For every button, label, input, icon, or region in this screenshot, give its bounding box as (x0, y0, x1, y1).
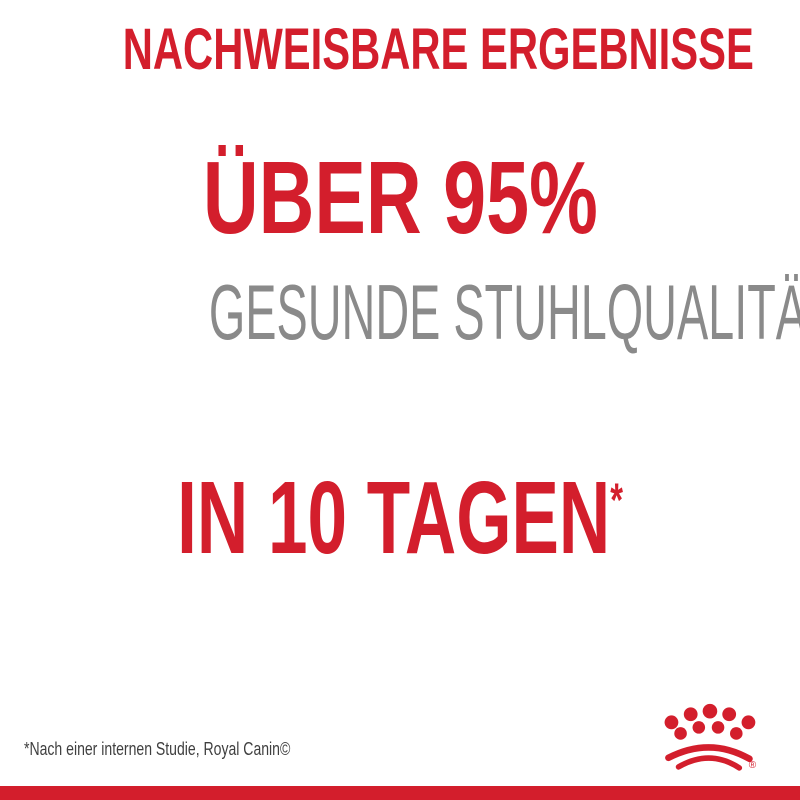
duration-claim-text: IN 10 TAGEN* (177, 466, 623, 569)
crown-arcs (665, 744, 753, 771)
royal-canin-crown-logo: ® (664, 703, 757, 771)
duration-text: IN 10 TAGEN (177, 460, 611, 575)
stat-subject: GESUNDE STUHLQUALITÄT (0, 273, 800, 351)
registered-trademark-icon: ® (749, 760, 757, 771)
footnote: *Nach einer internen Studie, Royal Canin… (24, 740, 365, 758)
duration-claim: IN 10 TAGEN* (0, 466, 800, 569)
crown-dots (664, 703, 756, 740)
stat-subject-text: GESUNDE STUHLQUALITÄT (208, 268, 800, 356)
headline: NACHWEISBARE ERGEBNISSE (0, 21, 800, 79)
stat-value-text: ÜBER 95% (202, 140, 598, 255)
footnote-text: *Nach einer internen Studie, Royal Canin… (24, 739, 291, 759)
stat-value: ÜBER 95% (0, 146, 800, 249)
bottom-red-bar (0, 786, 800, 800)
headline-text: NACHWEISBARE ERGEBNISSE (122, 17, 754, 82)
footnote-asterisk: * (610, 474, 623, 528)
